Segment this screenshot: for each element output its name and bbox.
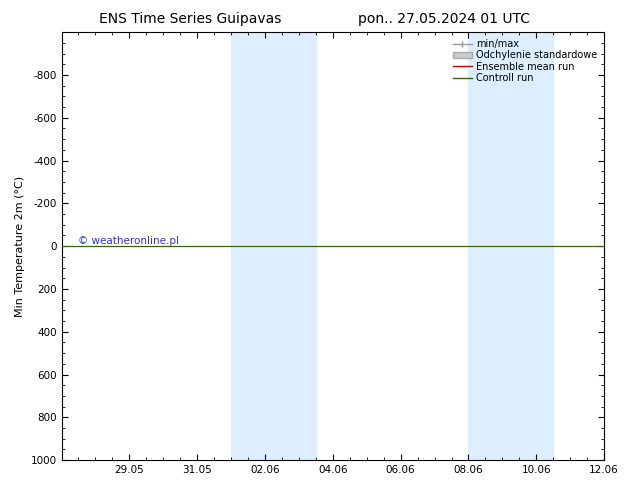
- Text: © weatheronline.pl: © weatheronline.pl: [79, 236, 179, 246]
- Text: pon.. 27.05.2024 01 UTC: pon.. 27.05.2024 01 UTC: [358, 12, 530, 26]
- Y-axis label: Min Temperature 2m (°C): Min Temperature 2m (°C): [15, 175, 25, 317]
- Bar: [469, 32, 519, 460]
- Bar: [231, 32, 282, 460]
- Bar: [282, 32, 316, 460]
- Text: ENS Time Series Guipavas: ENS Time Series Guipavas: [99, 12, 281, 26]
- Legend: min/max, Odchylenie standardowe, Ensemble mean run, Controll run: min/max, Odchylenie standardowe, Ensembl…: [451, 37, 599, 85]
- Bar: [519, 32, 553, 460]
